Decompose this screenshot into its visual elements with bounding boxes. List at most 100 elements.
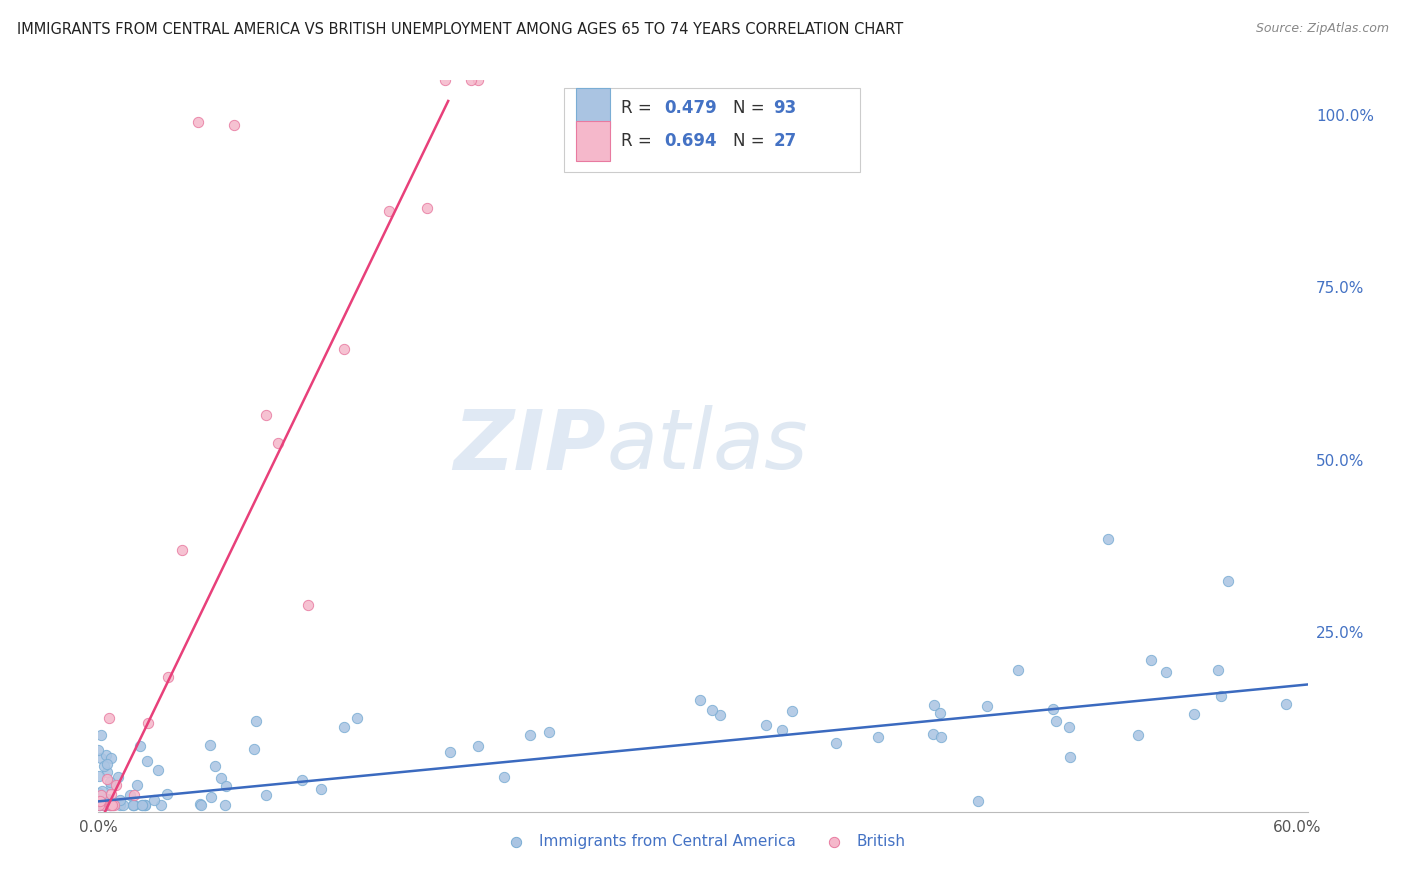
Point [1274,697,1296,711]
Point [332,342,354,356]
Point [467,739,489,753]
Point [1139,652,1161,666]
Point [929,731,952,745]
Text: atlas: atlas [606,406,808,486]
Point [146,763,169,777]
Point [122,797,145,812]
Point [89,785,111,799]
Point [214,779,236,793]
Text: N =: N = [734,132,770,150]
Point [94,797,117,812]
Point [519,729,541,743]
Point [134,797,156,812]
Point [157,670,180,684]
Point [97,711,120,725]
Point [200,738,222,752]
Text: IMMIGRANTS FROM CENTRAL AMERICA VS BRITISH UNEMPLOYMENT AMONG AGES 65 TO 74 YEAR: IMMIGRANTS FROM CENTRAL AMERICA VS BRITI… [17,22,903,37]
Point [976,698,998,713]
Point [121,797,143,812]
Point [1059,749,1081,764]
Point [297,598,319,612]
Legend: Immigrants from Central America, British: Immigrants from Central America, British [495,828,911,855]
Point [100,797,122,812]
Point [377,203,399,218]
Point [1182,706,1205,721]
Point [537,724,560,739]
Point [245,714,267,729]
Bar [576,120,610,161]
Point [929,706,952,720]
Text: 0.694: 0.694 [664,132,717,150]
Point [1154,665,1177,680]
Point [103,797,125,812]
Point [98,797,121,812]
Point [254,408,277,422]
Point [689,693,711,707]
Point [89,797,111,812]
Point [190,797,212,811]
Point [87,797,110,812]
Point [172,542,194,557]
Point [107,770,129,784]
Point [89,794,111,808]
Text: ZIP: ZIP [454,406,606,486]
Point [156,788,179,802]
Point [110,797,132,812]
Point [209,772,232,786]
Point [96,757,118,772]
Point [150,797,173,812]
Bar [564,87,860,171]
Point [1216,574,1239,588]
Point [94,792,117,806]
Point [755,717,778,731]
Point [90,728,112,742]
Point [98,797,121,812]
Point [460,73,482,87]
Point [200,790,222,805]
Point [94,797,117,812]
Point [100,778,122,792]
Point [94,747,117,762]
Point [346,711,368,725]
Point [89,797,111,812]
Point [1128,727,1150,741]
Point [1042,702,1064,716]
Bar [576,87,610,128]
Point [90,783,112,797]
Point [866,731,889,745]
Point [98,797,121,812]
Point [93,797,115,812]
Point [214,797,236,812]
Point [118,788,141,802]
Point [780,704,803,718]
Point [111,797,134,812]
Point [87,743,110,757]
Point [190,797,212,812]
Point [204,758,226,772]
Point [134,797,156,812]
Point [309,781,332,796]
Text: R =: R = [621,132,657,150]
Point [101,797,124,812]
Point [105,778,128,792]
Point [1007,663,1029,677]
Point [416,201,439,215]
Point [90,788,112,802]
Point [700,703,723,717]
Text: Source: ZipAtlas.com: Source: ZipAtlas.com [1256,22,1389,36]
Point [131,797,153,812]
Point [224,118,246,132]
Point [966,794,988,808]
Point [922,698,945,712]
Point [187,114,209,128]
Point [1045,714,1067,728]
Point [267,435,290,450]
Point [129,739,152,753]
Point [492,770,515,784]
Point [1097,532,1119,546]
Point [96,772,118,786]
Point [121,797,143,812]
Point [136,715,159,730]
Point [1209,689,1232,703]
Point [439,745,461,759]
